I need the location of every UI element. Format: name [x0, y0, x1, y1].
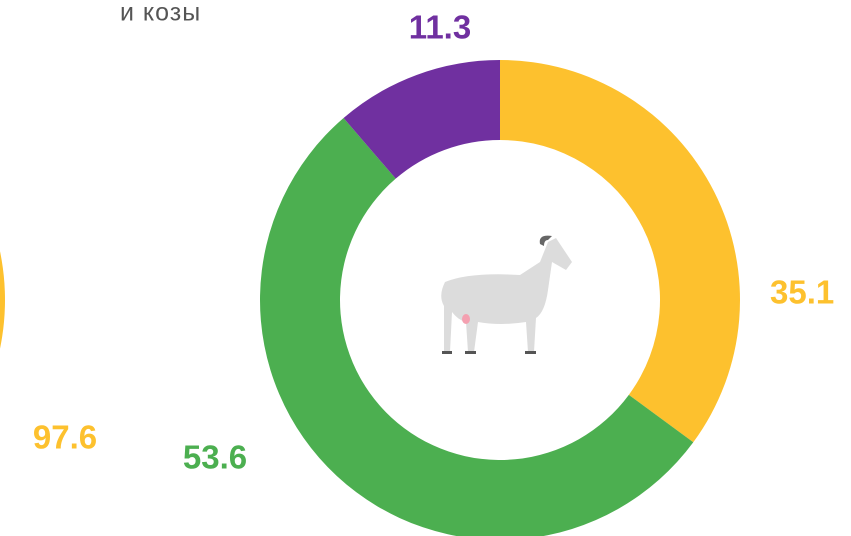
donut-segment	[500, 60, 741, 443]
value-label: 97.6	[33, 419, 97, 456]
value-label: 35.1	[770, 274, 834, 311]
donut-segment	[260, 117, 694, 536]
goat-icon	[441, 235, 572, 354]
chart-title: и козы	[120, 0, 201, 27]
value-label: 53.6	[183, 439, 247, 476]
value-label: 11.3	[409, 9, 471, 46]
donut-segment	[343, 60, 500, 179]
donut-segment	[0, 251, 5, 349]
